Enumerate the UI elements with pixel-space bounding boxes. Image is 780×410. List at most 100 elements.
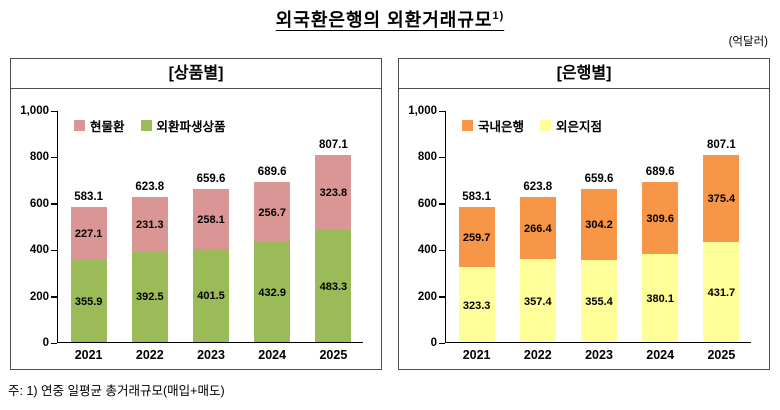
y-tick-mark [439, 296, 445, 298]
bar-segment-bottom [254, 241, 291, 342]
x-axis-label: 2023 [585, 348, 613, 362]
segment-value-label: 259.7 [462, 231, 491, 244]
panel-title-by-product: [상품별] [11, 59, 381, 89]
bar-segment-bottom [131, 250, 168, 342]
legend-label: 현물환 [90, 120, 125, 134]
x-axis-label: 2025 [319, 348, 348, 362]
bar-segment-top [642, 182, 679, 254]
y-tick-mark [51, 203, 57, 205]
bar-segment-top [581, 189, 617, 260]
y-tick-mark [51, 156, 57, 159]
y-tick-mark [51, 110, 57, 112]
panel-by-bank: [은행별] 0 200 400 600 800 1,000 국내은행 외은지점 323.3 2… [398, 58, 770, 370]
legend-label: 외은지점 [556, 120, 603, 134]
stacked-bar-chart-by-product: 0 200 400 600 800 1,000 현물환 외환파생상품 355.9 227.1 5… [11, 89, 381, 369]
panel-by-product: [상품별] 0 200 400 600 800 1,000 현물환 외환파생상품 355.9… [10, 58, 382, 370]
segment-value-label: 355.9 [74, 295, 103, 308]
segment-value-label: 309.6 [646, 212, 674, 225]
segment-value-label: 266.4 [524, 223, 552, 236]
y-tick-label: 400 [29, 244, 49, 257]
segment-value-label: 227.1 [74, 228, 103, 241]
title-row: 외국환은행의 외환거래규모1) [0, 0, 780, 32]
segment-value-label: 256.7 [258, 206, 286, 219]
segment-value-label: 323.3 [462, 299, 491, 312]
legend-item: 외은지점 [540, 116, 602, 135]
unit-label: (억달러) [728, 36, 768, 48]
y-tick-label: 800 [29, 151, 49, 164]
bar-segment-bottom [581, 259, 617, 342]
stacked-bar-chart-by-bank: 0 200 400 600 800 1,000 국내은행 외은지점 323.3 259.7 58… [399, 89, 769, 369]
bar-segment-bottom [703, 241, 740, 342]
y-tick-mark [439, 156, 445, 159]
y-tick-label: 1,000 [408, 105, 437, 117]
y-tick-mark [51, 342, 57, 344]
total-value-label: 583.1 [74, 190, 103, 203]
bar-segment-bottom [315, 229, 352, 342]
segment-value-label: 357.4 [524, 295, 552, 308]
footnote: 주: 1) 연중 일평균 총거래규모(매입+매도) [8, 384, 225, 398]
bar-segment-bottom [70, 259, 107, 342]
y-tick-label: 1,000 [20, 105, 49, 117]
total-value-label: 689.6 [257, 166, 287, 179]
segment-value-label: 258.1 [197, 213, 225, 226]
x-axis-label: 2023 [197, 348, 225, 362]
y-tick-label: 200 [29, 290, 49, 303]
x-axis-label: 2024 [646, 348, 675, 362]
bar-segment-top [519, 197, 556, 260]
segment-value-label: 392.5 [136, 291, 164, 304]
y-tick-mark [439, 110, 445, 112]
x-axis-label: 2022 [135, 348, 164, 362]
segment-value-label: 401.5 [197, 290, 225, 303]
segment-value-label: 304.2 [585, 219, 613, 232]
plot-area: 국내은행 외은지점 323.3 259.7 583.1 2021 357.4 266.4 62… [439, 110, 751, 362]
segment-value-label: 355.4 [585, 295, 613, 308]
panel-title-by-bank: [은행별] [399, 59, 769, 89]
legend-item: 국내은행 [462, 116, 524, 135]
legend-swatch [462, 120, 473, 131]
chart-panels: [상품별] 0 200 400 600 800 1,000 현물환 외환파생상품 355.9… [0, 58, 780, 370]
bar-segment-bottom [519, 259, 556, 342]
bar-segment-bottom [642, 253, 679, 342]
total-value-label: 623.8 [135, 181, 165, 194]
y-tick-mark [439, 203, 445, 205]
y-axis: 0 200 400 600 800 1,000 [399, 105, 445, 369]
y-tick-label: 200 [417, 290, 437, 303]
bar-segment-top [193, 188, 229, 249]
legend-swatch [140, 120, 152, 131]
segment-value-label: 231.3 [136, 219, 164, 232]
segment-value-label: 483.3 [319, 280, 348, 293]
total-value-label: 583.1 [462, 190, 491, 203]
title-superscript: 1) [492, 10, 505, 22]
segment-value-label: 323.8 [319, 187, 348, 200]
x-axis-label: 2024 [258, 348, 287, 362]
bar-segment-top [131, 197, 168, 251]
legend-swatch [540, 120, 552, 131]
plot-area: 현물환 외환파생상품 355.9 227.1 583.1 2021 392.5 231.3 6… [51, 110, 363, 362]
y-tick-label: 600 [417, 197, 437, 210]
legend-label: 외환파생상품 [156, 120, 226, 134]
bar-segment-bottom [458, 267, 495, 342]
y-tick-label: 800 [417, 151, 437, 164]
y-tick-mark [51, 249, 57, 252]
legend: 국내은행 외은지점 [462, 116, 602, 135]
total-value-label: 807.1 [319, 138, 348, 151]
y-tick-mark [439, 342, 445, 344]
legend-swatch [74, 120, 85, 131]
total-value-label: 689.6 [645, 166, 675, 178]
total-value-label: 659.6 [196, 172, 226, 185]
bar-segment-top [703, 154, 740, 242]
x-axis-label: 2025 [707, 348, 736, 362]
title-text: 외국환은행의 외환거래규모 [275, 10, 493, 30]
legend: 현물환 외환파생상품 [74, 116, 226, 135]
y-tick-mark [51, 296, 57, 298]
total-value-label: 623.8 [523, 181, 553, 194]
x-axis-label: 2021 [462, 348, 491, 362]
x-axis-label: 2022 [523, 348, 552, 362]
segment-value-label: 431.7 [707, 286, 736, 299]
y-tick-label: 0 [430, 337, 437, 349]
legend-item: 현물환 [74, 116, 125, 135]
bar-segment-top [315, 154, 352, 230]
bar-segment-top [70, 206, 107, 260]
y-tick-label: 600 [29, 197, 49, 210]
